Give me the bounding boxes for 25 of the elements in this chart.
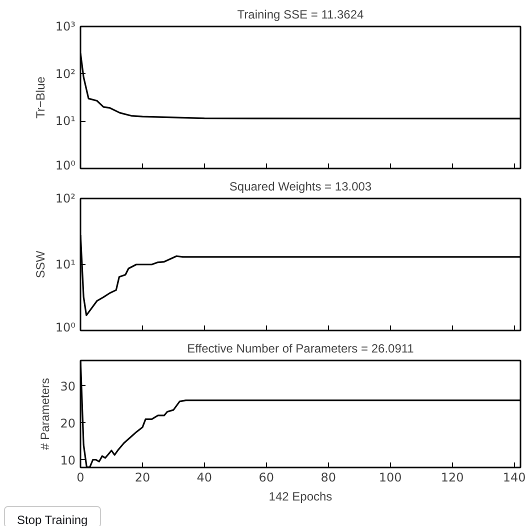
x-tick-label: 40 — [196, 470, 212, 484]
x-tick-label: 120 — [440, 470, 464, 484]
x-tick-label: 0 — [76, 470, 84, 484]
y-tick-label: 10⁰ — [55, 320, 76, 334]
x-tick-label: 60 — [258, 470, 274, 484]
y-tick-label: 10² — [55, 66, 76, 81]
x-tick-label: 80 — [320, 470, 336, 484]
x-axis-title: 142 Epochs — [268, 490, 332, 504]
y-tick-label: 20 — [60, 416, 76, 430]
y-tick-label: 10² — [55, 192, 76, 206]
y-tick-label: 10¹ — [55, 258, 76, 272]
x-tick-label: 100 — [378, 470, 402, 484]
chart-title: Training SSE = 11.3624 — [237, 8, 364, 22]
y-tick-label: 30 — [60, 379, 76, 394]
y-tick-label: 10¹ — [55, 114, 76, 128]
y-axis-title: SSW — [33, 250, 48, 278]
y-axis-title: # Parameters — [38, 378, 52, 450]
y-tick-label: 10³ — [55, 20, 76, 34]
x-tick-label: 20 — [134, 470, 150, 484]
y-tick-label: 10 — [60, 453, 76, 468]
chart-title: Squared Weights = 13.003 — [229, 180, 372, 194]
chart-title: Effective Number of Parameters = 26.0911 — [187, 342, 414, 356]
y-axis-title: Tr−Blue — [33, 76, 48, 118]
y-tick-label: 10⁰ — [55, 158, 76, 172]
x-tick-label: 140 — [502, 470, 526, 484]
